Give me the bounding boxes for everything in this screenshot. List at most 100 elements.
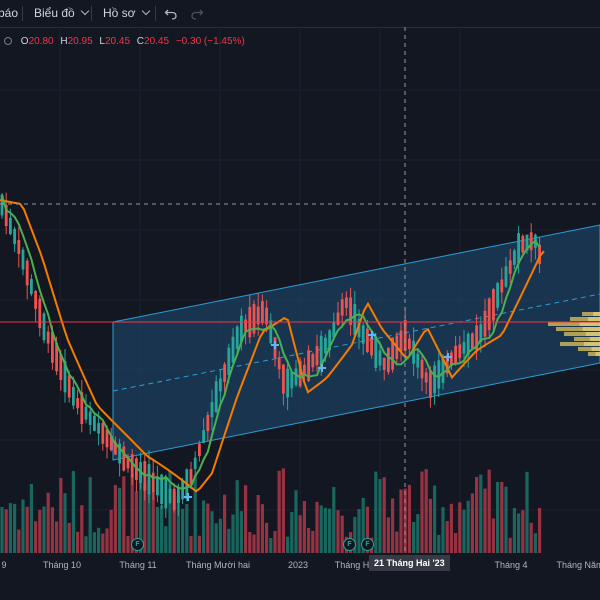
candle-body	[286, 368, 289, 398]
volume-bar	[13, 503, 17, 553]
volume-profile-bar	[564, 332, 586, 336]
volume-bar	[407, 484, 411, 553]
volume-bar	[126, 535, 130, 553]
volume-bar	[164, 526, 168, 553]
volume-bar	[454, 533, 458, 553]
candle-body	[387, 347, 390, 373]
volume-bar	[462, 509, 466, 553]
volume-bar	[361, 497, 365, 553]
volume-bar	[315, 501, 319, 553]
volume-bar	[248, 531, 252, 553]
volume-bar	[118, 487, 122, 553]
candle-body	[97, 423, 100, 434]
collapse-icon[interactable]	[4, 37, 12, 45]
candle-body	[496, 283, 499, 308]
volume-bar	[29, 483, 33, 553]
volume-bar	[416, 514, 420, 553]
candle-body	[168, 488, 172, 504]
candle-body	[4, 204, 8, 227]
candle-body	[51, 331, 54, 363]
volume-bar	[168, 470, 172, 553]
candle-body	[378, 350, 382, 366]
volume-bar	[55, 521, 59, 553]
volume-bar	[357, 509, 361, 553]
undo-icon[interactable]	[164, 7, 178, 21]
candle-body	[328, 330, 331, 351]
candle-body	[319, 335, 323, 366]
candle-body	[160, 474, 163, 504]
candle-body	[475, 325, 478, 350]
volume-bar	[71, 471, 75, 553]
candle-body	[114, 442, 117, 455]
candle-body	[277, 357, 281, 370]
earnings-icon[interactable]: F	[361, 538, 374, 551]
cross-markers	[184, 331, 452, 501]
close-value: 20.45	[144, 36, 170, 47]
volume-profile-bar	[574, 337, 590, 341]
volume-bar	[63, 493, 67, 553]
candle-body	[34, 291, 37, 309]
ohlc-legend: O20.80 H20.95 L20.45 C20.45 −0.30 (−1.45…	[0, 36, 249, 50]
volume-profile-bar	[595, 352, 600, 356]
volume-bar	[130, 474, 134, 553]
alert-button[interactable]: báo	[0, 6, 19, 20]
candle-body	[403, 319, 407, 351]
volume-bar	[105, 528, 109, 553]
price-chart[interactable]	[0, 27, 600, 553]
chart-type-button[interactable]: Biểu đồ	[34, 0, 89, 27]
volume-bar	[445, 521, 449, 553]
volume-bar	[67, 522, 71, 553]
candle-body	[374, 336, 378, 368]
volume-bar	[483, 488, 487, 553]
candle-body	[118, 443, 121, 464]
volume-bar	[353, 516, 357, 553]
volume-bar	[34, 521, 38, 553]
candle-body	[370, 337, 373, 356]
volume-bar	[420, 471, 424, 553]
candle-body	[294, 368, 298, 386]
volume-bar	[374, 471, 378, 553]
volume-bar	[76, 531, 80, 553]
volume-bar	[176, 496, 180, 553]
candle-body	[21, 249, 25, 270]
volume-profile-bar	[560, 342, 584, 346]
volume-profile-bar	[585, 332, 600, 336]
profile-button[interactable]: Hồ sơ	[103, 0, 150, 27]
time-label: Tháng H	[334, 560, 370, 570]
candle-body	[340, 299, 344, 316]
candle-body	[357, 318, 361, 338]
volume-bar	[59, 477, 63, 553]
parallel-channel[interactable]	[112, 224, 600, 461]
candle-body	[437, 360, 441, 389]
volume-bar	[328, 508, 332, 553]
candle-body	[525, 234, 529, 251]
volume-bar	[193, 474, 197, 553]
earnings-icon[interactable]: F	[131, 538, 144, 551]
volume-bar	[525, 471, 529, 553]
volume-bar	[235, 480, 239, 553]
candle-body	[517, 233, 520, 264]
candle-body	[269, 320, 273, 344]
candle-body	[492, 289, 495, 321]
candle-body	[538, 244, 541, 265]
time-axis[interactable]: 9 Tháng 10 Tháng 11 Tháng Mười hai 2023 …	[0, 553, 600, 600]
volume-bar	[403, 488, 407, 553]
high-key: H	[60, 36, 68, 47]
volume-profile-bar	[584, 342, 600, 346]
volume-bar	[332, 487, 336, 553]
volume-bar	[147, 479, 151, 553]
candle-body	[504, 266, 508, 287]
volume-bar	[487, 469, 491, 553]
volume-bar	[260, 504, 264, 553]
crosshair-date-label: 21 Tháng Hai '23	[369, 555, 450, 571]
earnings-icon[interactable]: F	[343, 538, 356, 551]
volume-bar	[97, 527, 101, 553]
time-label: Tháng 4	[494, 560, 528, 570]
candle-body	[193, 457, 197, 470]
volume-bar	[134, 491, 138, 553]
volume-bar	[231, 514, 235, 553]
candle-body	[38, 298, 42, 329]
candle-body	[244, 319, 247, 332]
candle-body	[231, 336, 235, 363]
redo-icon[interactable]	[190, 7, 204, 21]
